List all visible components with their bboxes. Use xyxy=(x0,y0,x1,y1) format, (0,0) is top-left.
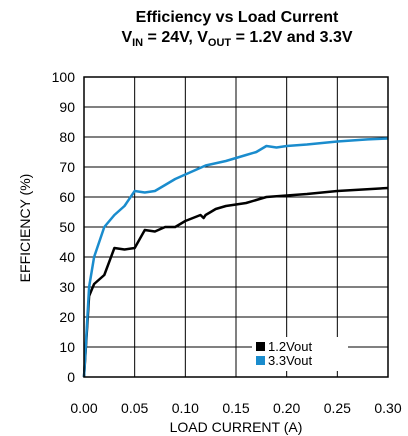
plot-frame xyxy=(83,76,389,378)
legend-swatch-3-3vout xyxy=(256,356,265,365)
y-tick-label: 90 xyxy=(59,99,75,115)
chart-subtitle: VIN = 24V, VOUT = 1.2V and 3.3V xyxy=(121,29,352,49)
x-tick-label: 0.00 xyxy=(70,400,97,416)
chart-title: Efficiency vs Load Current xyxy=(136,9,339,26)
x-tick-label: 0.05 xyxy=(121,400,148,416)
x-tick-label: 0.30 xyxy=(374,400,401,416)
y-tick-label: 30 xyxy=(59,279,75,295)
y-tick-label: 40 xyxy=(59,249,75,265)
legend-swatch-1-2vout xyxy=(256,342,265,351)
legend: 1.2Vout 3.3Vout xyxy=(252,337,348,371)
y-axis-label: EFFICIENCY (%) xyxy=(17,174,33,283)
y-tick-label: 20 xyxy=(59,309,75,325)
grid xyxy=(83,76,389,378)
series-lines xyxy=(82,137,389,378)
series-line-1-2vout xyxy=(82,186,389,378)
y-tick-label: 80 xyxy=(59,129,75,145)
x-tick-label: 0.10 xyxy=(172,400,199,416)
y-tick-label: 60 xyxy=(59,189,75,205)
x-axis-label: LOAD CURRENT (A) xyxy=(170,419,303,435)
y-tick-label: 50 xyxy=(59,219,75,235)
legend-label-1-2vout: 1.2Vout xyxy=(268,339,312,354)
tick-labels: 0 10 20 30 40 50 60 70 80 90 100 0.00 0.05 0.10 0.15 0.… xyxy=(52,69,402,416)
y-tick-label: 10 xyxy=(59,339,75,355)
legend-label-3-3vout: 3.3Vout xyxy=(268,353,312,368)
x-tick-label: 0.15 xyxy=(222,400,249,416)
x-tick-label: 0.20 xyxy=(273,400,300,416)
x-tick-label: 0.25 xyxy=(324,400,351,416)
y-tick-label: 100 xyxy=(52,69,76,85)
y-tick-label: 70 xyxy=(59,159,75,175)
y-tick-label: 0 xyxy=(67,369,75,385)
series-line-3-3vout xyxy=(82,137,389,378)
